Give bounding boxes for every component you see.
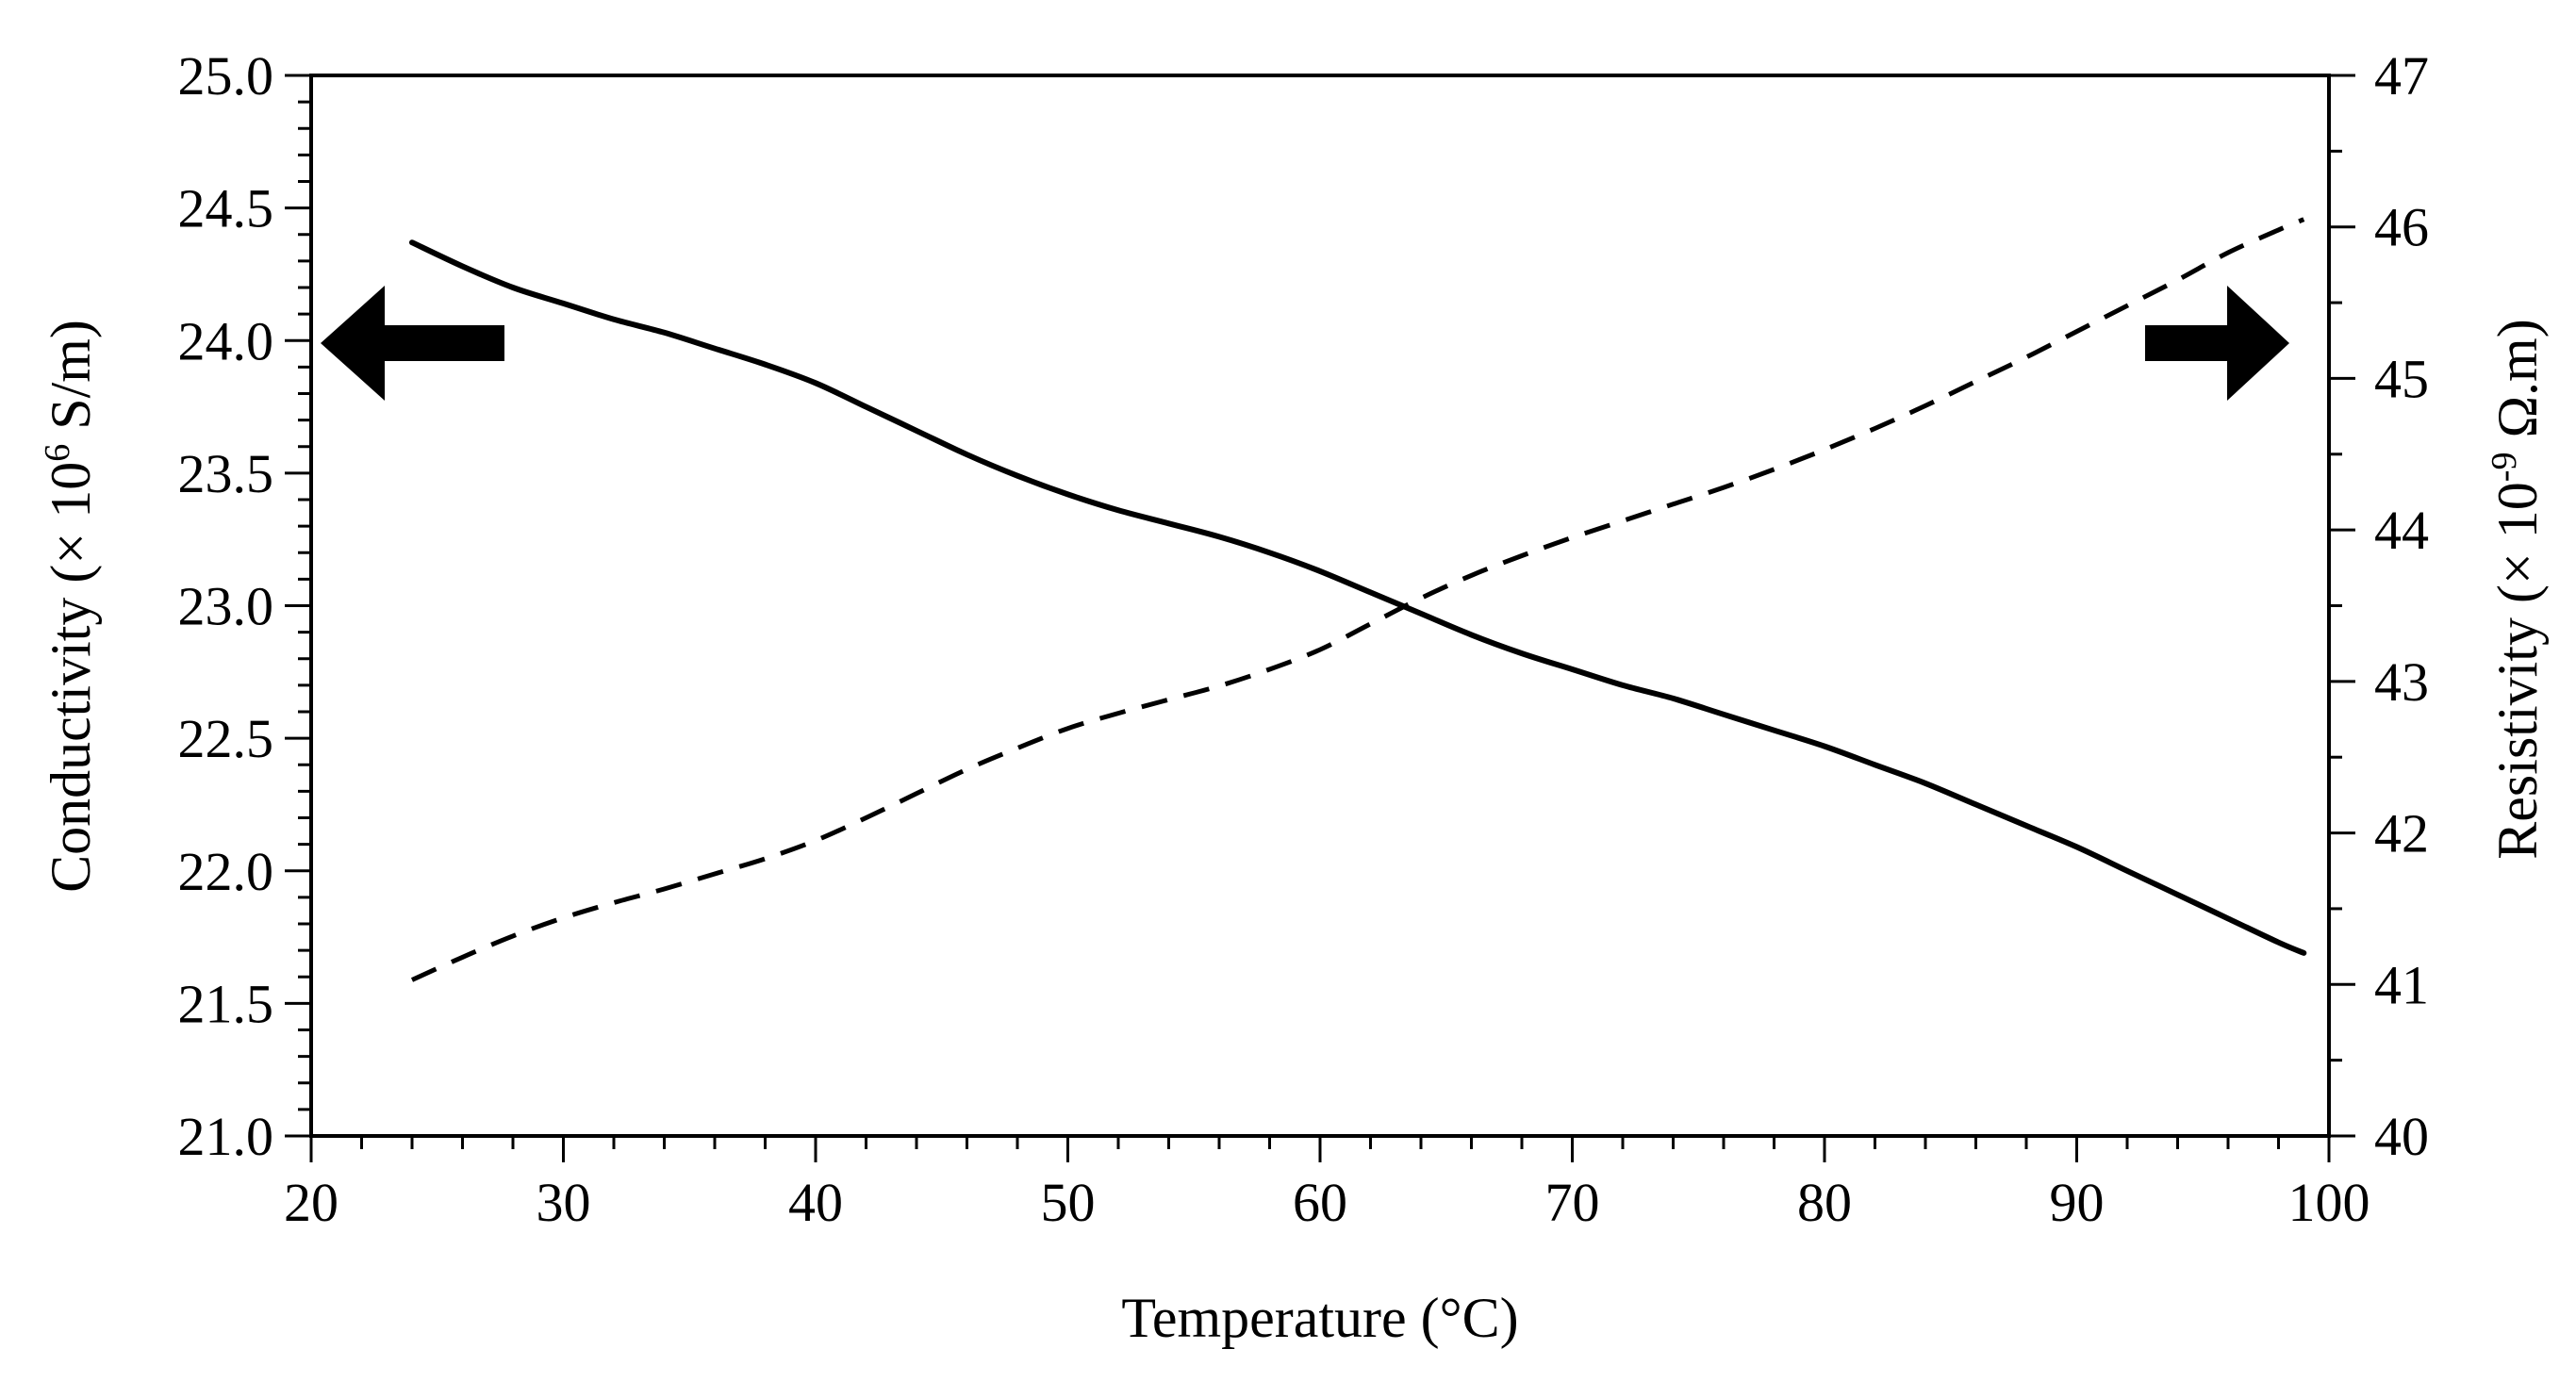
left-axis-arrow-head-icon [321, 286, 385, 401]
right-axis-arrow-icon [2145, 325, 2227, 361]
x-tick-label: 40 [788, 1172, 843, 1233]
right-y-tick-label: 47 [2374, 45, 2429, 107]
right-y-tick-label: 44 [2374, 500, 2429, 561]
right-y-tick-label: 43 [2374, 651, 2429, 713]
right-y-axis-label: Resistivity (× 10-9 Ω.m) [2485, 319, 2549, 859]
x-axis-label: Temperature (°C) [1121, 1287, 1518, 1349]
right-axis-arrow-head-icon [2227, 286, 2289, 401]
left-y-axis-label-main: Conductivity (× 10 [40, 462, 102, 893]
x-tick-label: 80 [1797, 1172, 1852, 1233]
left-y-tick-label: 21.0 [178, 1106, 274, 1167]
left-y-axis-label-unit: S/m) [40, 320, 102, 444]
left-y-tick-label: 25.0 [178, 45, 274, 107]
left-y-axis-label-exponent: 6 [38, 444, 77, 462]
left-y-tick-label: 21.5 [178, 973, 274, 1034]
right-y-tick-label: 42 [2374, 803, 2429, 864]
right-y-axis-label-main: Resistivity (× 10 [2486, 482, 2549, 860]
x-tick-label: 90 [2050, 1172, 2105, 1233]
x-tick-label: 30 [537, 1172, 591, 1233]
x-tick-label: 60 [1293, 1172, 1347, 1233]
left-axis-arrow-icon [385, 325, 504, 361]
left-y-tick-label: 23.0 [178, 576, 274, 637]
right-y-tick-label: 41 [2374, 954, 2429, 1015]
x-tick-label: 100 [2288, 1172, 2370, 1233]
x-tick-label: 70 [1545, 1172, 1600, 1233]
right-y-axis-label-unit: Ω.m) [2486, 319, 2549, 452]
right-y-axis-ticks: 40 41 42 43 44 45 46 47 [2329, 45, 2429, 1167]
left-y-axis-label: Conductivity (× 106 S/m) [38, 320, 102, 893]
left-y-tick-label: 24.5 [178, 178, 274, 239]
right-y-axis-label-exponent: -9 [2485, 452, 2524, 483]
left-y-tick-label: 24.0 [178, 310, 274, 371]
x-tick-label: 20 [284, 1172, 339, 1233]
left-y-tick-label: 23.5 [178, 443, 274, 504]
right-y-tick-label: 46 [2374, 197, 2429, 258]
right-y-tick-label: 45 [2374, 348, 2429, 409]
left-y-tick-label: 22.0 [178, 841, 274, 902]
x-axis-ticks: 20 30 40 50 60 70 80 90 100 [284, 1136, 2370, 1233]
right-y-tick-label: 40 [2374, 1106, 2429, 1167]
resistivity-line [410, 217, 2305, 982]
x-tick-label: 50 [1041, 1172, 1096, 1233]
left-y-axis-ticks: 21.0 21.5 22.0 22.5 23.0 23.5 24.0 24.5 25.0 [178, 45, 311, 1167]
left-y-tick-label: 22.5 [178, 708, 274, 769]
plot-area [309, 74, 2331, 1138]
conductivity-line [409, 239, 2307, 956]
